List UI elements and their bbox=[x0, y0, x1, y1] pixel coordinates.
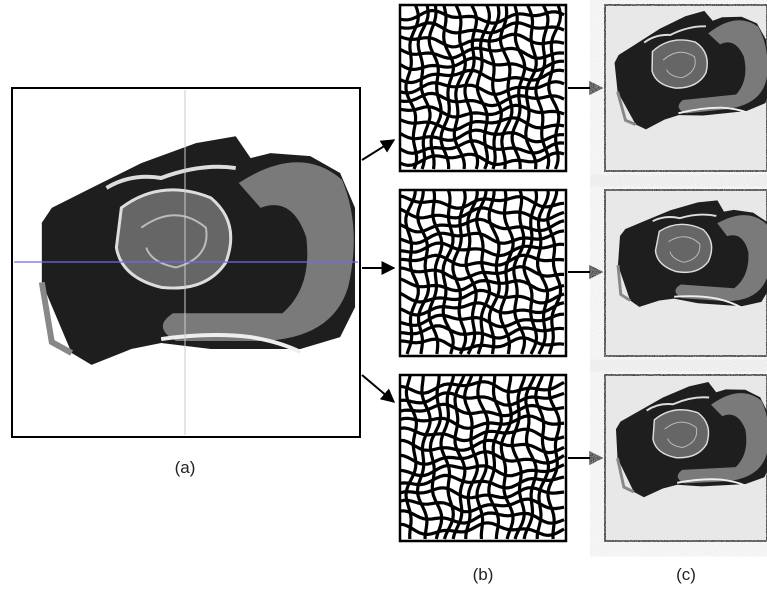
figure: (a) (b) (c) bbox=[0, 0, 767, 590]
arrow bbox=[362, 140, 394, 160]
panel-label: (b) bbox=[473, 565, 494, 584]
deformation-grids bbox=[400, 5, 566, 541]
panel-label: (c) bbox=[676, 565, 696, 584]
arrow bbox=[362, 375, 394, 402]
page: (a) (b) (c) (() => { const data = JSON.p… bbox=[0, 0, 767, 590]
deformed-images bbox=[605, 5, 767, 541]
panel-label: (a) bbox=[175, 458, 196, 477]
